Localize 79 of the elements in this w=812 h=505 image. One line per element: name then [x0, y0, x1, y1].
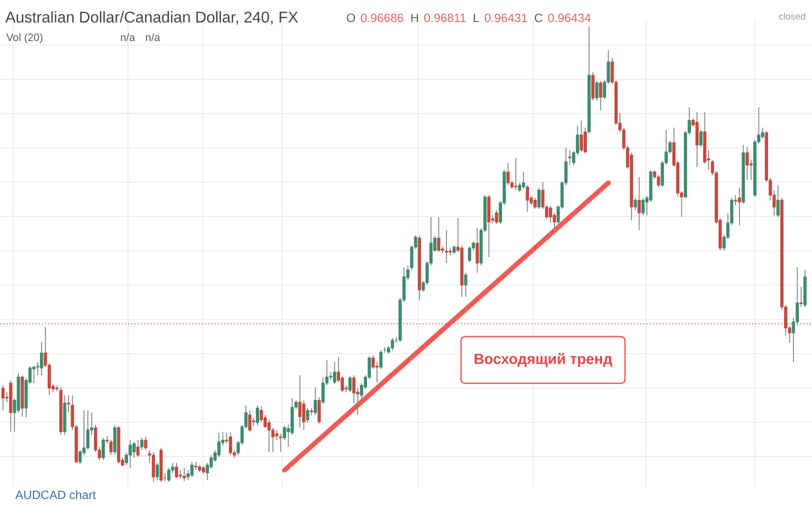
candlestick — [476, 228, 479, 274]
candlestick — [66, 394, 70, 414]
candlestick — [494, 210, 498, 224]
candlestick — [298, 374, 302, 428]
candlestick — [228, 432, 232, 456]
candlestick — [182, 467, 186, 482]
candlestick — [321, 376, 325, 404]
candlestick — [468, 246, 472, 263]
candlestick — [526, 184, 529, 213]
candlestick — [102, 437, 105, 461]
text: 0.96686 — [360, 14, 404, 22]
candlestick — [699, 129, 703, 148]
candlestick — [437, 216, 440, 253]
candlestick — [444, 230, 448, 264]
candlestick — [178, 470, 182, 480]
candlestick — [152, 451, 155, 482]
candlestick — [746, 146, 749, 181]
text: closed — [779, 12, 806, 20]
text: AUDCAD chart — [15, 490, 96, 500]
candlestick — [156, 462, 159, 481]
candlestick — [256, 404, 260, 426]
annotation: Восходящий тренд — [474, 353, 612, 367]
annotation: n/a — [120, 33, 136, 42]
candlestick — [167, 467, 170, 482]
candlestick — [217, 432, 221, 458]
candlestick — [375, 362, 379, 383]
candlestick — [464, 272, 468, 298]
text: O — [346, 14, 356, 22]
candlestick — [40, 342, 44, 376]
candlestick — [144, 436, 148, 451]
candlestick — [174, 462, 178, 478]
candlestick — [533, 197, 537, 210]
candlestick — [641, 197, 645, 216]
candlestick — [734, 194, 738, 206]
candlestick — [314, 386, 317, 416]
candlestick — [506, 162, 510, 186]
candlestick — [634, 197, 637, 211]
candlestick — [132, 441, 136, 458]
chart-title: Australian Dollar/Canadian Dollar, 240, FX — [5, 11, 298, 24]
candlestick — [32, 366, 36, 384]
candlestick — [352, 374, 356, 404]
candlestick — [252, 417, 256, 426]
candlestick — [738, 187, 742, 226]
candlestick — [190, 461, 194, 478]
text: C — [534, 14, 542, 22]
text: L — [474, 14, 480, 22]
candlestick — [638, 176, 641, 231]
candlestick — [348, 376, 352, 393]
candlestick — [537, 187, 541, 210]
candlestick — [514, 157, 518, 191]
candlestick — [522, 171, 526, 190]
candlestick — [333, 362, 336, 384]
text: H — [411, 14, 418, 22]
candlestick — [800, 286, 803, 308]
candlestick — [86, 410, 90, 451]
candlestick — [599, 80, 602, 111]
text: 0.96434 — [548, 14, 591, 22]
annotation: Vol (20) — [6, 33, 42, 44]
candlestick — [267, 420, 271, 452]
candlestick — [109, 440, 113, 456]
candlestick — [128, 440, 132, 468]
candlestick — [390, 337, 394, 351]
candlestick — [656, 174, 660, 188]
candlestick — [760, 127, 764, 140]
candlestick — [1, 384, 5, 411]
text: 0.96811 — [424, 14, 466, 22]
candlestick — [78, 450, 82, 464]
candlestick — [548, 206, 552, 224]
candlestick — [379, 350, 382, 370]
annotation: n/a — [146, 33, 160, 42]
candlestick — [695, 112, 699, 168]
candlestick — [306, 408, 310, 424]
candlestick — [580, 120, 583, 152]
candlestick — [136, 440, 140, 458]
candlestick — [776, 184, 780, 218]
text: 0.96431 — [484, 14, 528, 22]
candlestick — [591, 72, 595, 101]
candlestick — [282, 425, 286, 440]
candlestick — [248, 410, 252, 432]
